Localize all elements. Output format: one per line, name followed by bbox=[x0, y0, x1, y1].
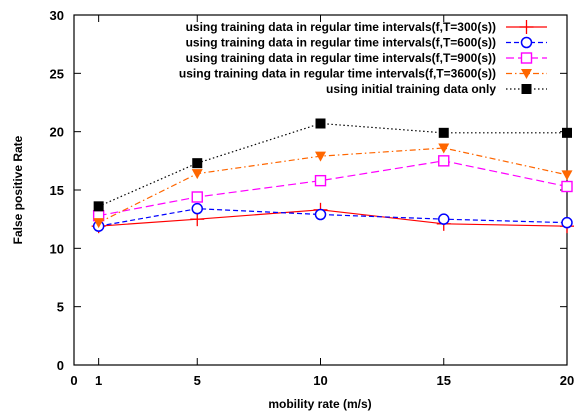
y-tick-label: 5 bbox=[57, 300, 64, 315]
series-4 bbox=[93, 143, 573, 229]
legend-label: using training data in regular time inte… bbox=[186, 36, 496, 50]
data-point-triangle bbox=[561, 170, 573, 181]
data-point-filled-square bbox=[562, 127, 572, 138]
data-point-triangle bbox=[93, 218, 105, 229]
series-1 bbox=[91, 202, 574, 234]
legend-label: using training data in regular time inte… bbox=[186, 51, 496, 65]
data-point-filled-square bbox=[315, 118, 326, 129]
data-point-filled-square bbox=[192, 158, 203, 169]
y-tick-label: 25 bbox=[50, 66, 64, 81]
data-point-filled-square bbox=[438, 127, 449, 138]
data-point-circle bbox=[520, 36, 533, 49]
data-point-triangle bbox=[521, 69, 532, 79]
legend-label: using training data in regular time inte… bbox=[179, 67, 496, 81]
x-tick-label: 20 bbox=[560, 373, 574, 388]
y-tick-label: 20 bbox=[50, 125, 64, 140]
legend-item-3: using training data in regular time inte… bbox=[186, 51, 547, 65]
legend-label: using initial training data only bbox=[326, 82, 496, 96]
data-point-circle bbox=[191, 202, 203, 215]
data-point-triangle bbox=[315, 151, 326, 162]
series-3 bbox=[92, 155, 573, 222]
y-tick-label: 15 bbox=[50, 183, 64, 198]
series-layer bbox=[91, 118, 574, 234]
data-point-circle bbox=[438, 213, 450, 225]
legend-item-2: using training data in regular time inte… bbox=[186, 36, 547, 50]
x-tick-label: 1 bbox=[95, 373, 102, 388]
data-point-filled-square bbox=[521, 84, 532, 94]
data-point-square bbox=[191, 191, 203, 203]
data-point-square bbox=[438, 155, 450, 167]
data-point-circle bbox=[314, 208, 327, 221]
x-tick-label: 10 bbox=[313, 373, 327, 388]
legend-item-4: using training data in regular time inte… bbox=[179, 67, 547, 81]
data-point-circle bbox=[561, 216, 573, 229]
series-line bbox=[98, 122, 567, 207]
x-tick-label: 15 bbox=[437, 373, 451, 388]
data-point-filled-square bbox=[93, 201, 104, 212]
x-axis-label: mobility rate (m/s) bbox=[268, 397, 371, 411]
series-2 bbox=[92, 202, 573, 232]
x-tick-label: 5 bbox=[194, 373, 201, 388]
legend-item-1: using training data in regular time inte… bbox=[186, 20, 547, 34]
series-line bbox=[98, 160, 568, 217]
x-tick-label: 0 bbox=[70, 373, 77, 388]
data-point-plus bbox=[519, 20, 534, 34]
data-point-square bbox=[520, 52, 533, 64]
y-tick-label: 30 bbox=[50, 8, 64, 23]
series-line bbox=[98, 209, 568, 227]
y-tick-label: 10 bbox=[50, 241, 64, 256]
y-tick-label: 0 bbox=[57, 358, 64, 373]
series-line bbox=[98, 208, 568, 227]
series-5 bbox=[93, 118, 572, 212]
legend: using training data in regular time inte… bbox=[179, 20, 547, 96]
data-point-square bbox=[561, 180, 573, 193]
legend-item-5: using initial training data only bbox=[326, 82, 547, 96]
data-point-triangle bbox=[438, 143, 450, 154]
legend-label: using training data in regular time inte… bbox=[186, 20, 496, 34]
data-point-square bbox=[314, 174, 327, 187]
y-axis-label: False positive Rate bbox=[11, 135, 25, 244]
data-point-triangle bbox=[191, 169, 203, 180]
data-point-plus bbox=[190, 212, 205, 227]
